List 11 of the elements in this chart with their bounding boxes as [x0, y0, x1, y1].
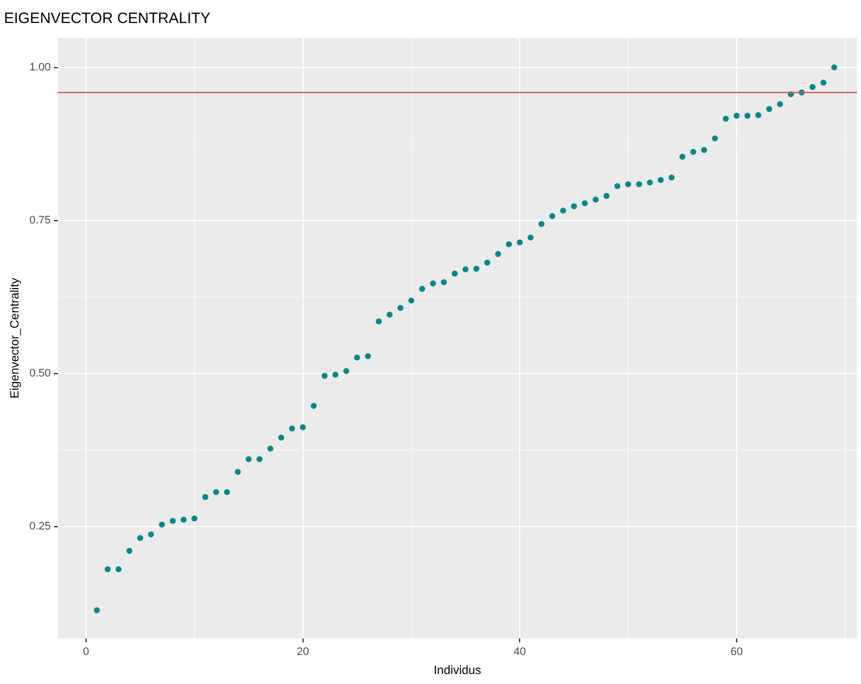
y-tick-label: 0.50	[29, 367, 51, 380]
x-tick-label: 20	[296, 646, 310, 658]
y-tick-label: 0.75	[29, 214, 51, 226]
x-tick-label: 40	[514, 646, 526, 658]
y-axis-title: Eigenvector_Centrality	[8, 278, 22, 399]
x-axis-title: Individus	[434, 663, 482, 678]
x-tick-label: 60	[730, 646, 743, 658]
x-tick-label: 0	[82, 646, 90, 658]
chart-title: EIGENVECTOR CENTRALITY	[4, 10, 210, 28]
y-tick-label: 0.25	[29, 520, 51, 532]
y-tick-label: 1.00	[29, 61, 51, 74]
